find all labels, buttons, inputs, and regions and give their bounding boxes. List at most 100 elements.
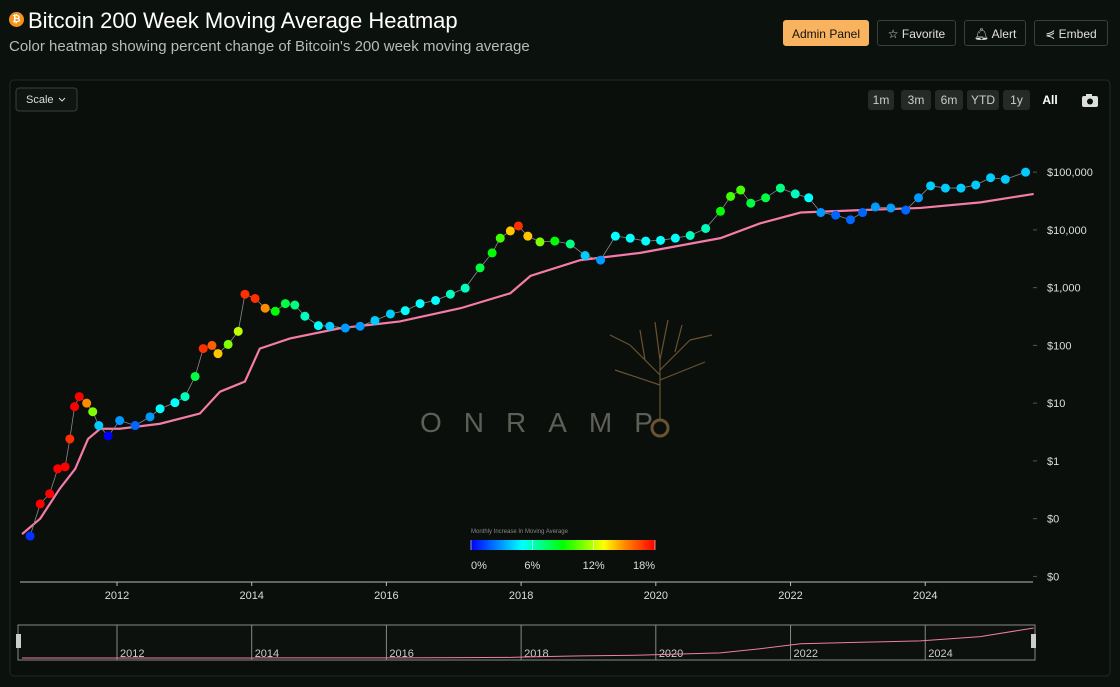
range-button[interactable]: [1003, 90, 1030, 110]
heat-point: [858, 208, 868, 218]
heat-point: [240, 289, 250, 299]
navigator-label: 2024: [928, 648, 952, 660]
heat-point: [761, 193, 771, 203]
heat-point: [198, 344, 208, 354]
heat-point: [656, 235, 666, 245]
heat-point: [207, 340, 217, 350]
range-button[interactable]: [901, 90, 931, 110]
heat-point: [355, 321, 365, 331]
share-icon: ⋞: [1045, 27, 1059, 41]
heat-point: [940, 183, 950, 193]
chart-panel: [9, 79, 1111, 677]
scale-label: Scale: [26, 94, 54, 106]
alert-label: Alert: [991, 27, 1017, 41]
heat-point: [290, 300, 300, 310]
y-tick-label: $100: [1047, 340, 1071, 352]
heat-point: [956, 183, 966, 193]
embed-button[interactable]: ⋞ Embed: [1034, 20, 1108, 46]
page-subtitle: Color heatmap showing percent change of …: [9, 38, 530, 55]
heat-point: [460, 283, 470, 293]
heat-point: [804, 193, 814, 203]
range-button[interactable]: [868, 90, 894, 110]
navigator-handle[interactable]: [16, 634, 21, 648]
heat-point: [565, 239, 575, 249]
heat-point: [213, 349, 223, 359]
heat-point: [370, 315, 380, 325]
heat-point: [250, 293, 260, 303]
navigator-label: 2016: [389, 648, 413, 660]
scale-dropdown[interactable]: [15, 87, 78, 112]
watermark-text: ONRAMP: [420, 407, 675, 438]
bitcoin-icon: ₿: [9, 12, 24, 27]
heat-point: [53, 464, 63, 474]
heat-point: [845, 215, 855, 225]
heat-point: [475, 263, 485, 273]
y-tick-label: $10,000: [1047, 225, 1087, 237]
y-tick-label: $0: [1047, 514, 1059, 526]
y-tick-label: $10: [1047, 398, 1065, 410]
camera-icon[interactable]: [1082, 94, 1098, 107]
navigator-label: 2018: [524, 648, 548, 660]
heat-point: [445, 289, 455, 299]
bell-icon: 🔔︎: [973, 27, 992, 41]
x-tick-label: 2016: [374, 590, 398, 602]
heat-point: [280, 299, 290, 309]
heat-point: [986, 173, 996, 183]
favorite-button[interactable]: ☆ Favorite: [877, 20, 956, 46]
watermark: ONRAMP: [420, 319, 713, 438]
heat-point: [415, 299, 425, 309]
admin-button[interactable]: Admin Panel: [783, 20, 869, 46]
heat-point: [790, 189, 800, 199]
heat-point: [1000, 174, 1010, 184]
y-tick-label: $0: [1047, 571, 1059, 583]
x-tick-label: 2020: [644, 590, 668, 602]
heat-point: [641, 236, 651, 246]
heat-point: [223, 339, 233, 349]
navigator-handle[interactable]: [1031, 634, 1036, 648]
heat-point: [816, 208, 826, 218]
x-tick-label: 2012: [105, 590, 129, 602]
heat-point: [901, 205, 911, 215]
heat-point: [145, 412, 155, 422]
heat-point: [260, 303, 270, 313]
navigator-line: [22, 627, 1034, 659]
heat-point: [971, 180, 981, 190]
colorbar-title: Monthly Increase In Moving Average: [471, 529, 569, 535]
range-button[interactable]: [967, 90, 999, 110]
x-tick-label: 2024: [913, 590, 937, 602]
heat-point: [340, 323, 350, 333]
heat-point: [736, 185, 746, 195]
heat-point: [715, 206, 725, 216]
heat-point: [625, 233, 635, 243]
heat-point: [180, 392, 190, 402]
heat-point: [74, 392, 84, 402]
x-tick-label: 2014: [239, 590, 263, 602]
heat-point: [65, 434, 75, 444]
colorbar: [471, 540, 655, 550]
alert-button[interactable]: 🔔︎ Alert: [964, 20, 1026, 46]
range-label: 3m: [908, 93, 925, 107]
star-icon: ☆: [887, 27, 902, 41]
heat-point: [94, 421, 104, 431]
embed-label: Embed: [1058, 27, 1097, 41]
range-label: 1m: [873, 93, 890, 107]
x-tick-label: 2018: [509, 590, 533, 602]
heat-point: [270, 306, 280, 316]
heat-point: [313, 321, 323, 331]
heat-point: [831, 210, 841, 220]
heat-point: [495, 233, 505, 243]
heat-point: [1021, 167, 1031, 177]
heat-point: [550, 236, 560, 246]
heat-point: [233, 326, 243, 336]
heat-point: [610, 231, 620, 241]
y-tick-label: $1,000: [1047, 283, 1081, 295]
heat-point: [670, 233, 680, 243]
range-label: YTD: [971, 93, 995, 107]
page-title: Bitcoin 200 Week Moving Average Heatmap: [28, 8, 458, 33]
range-button[interactable]: [935, 90, 963, 110]
colorbar-label: 0%: [471, 560, 487, 572]
range-label: All: [1042, 93, 1057, 107]
range-button[interactable]: [1036, 90, 1064, 110]
heat-point: [45, 489, 55, 499]
